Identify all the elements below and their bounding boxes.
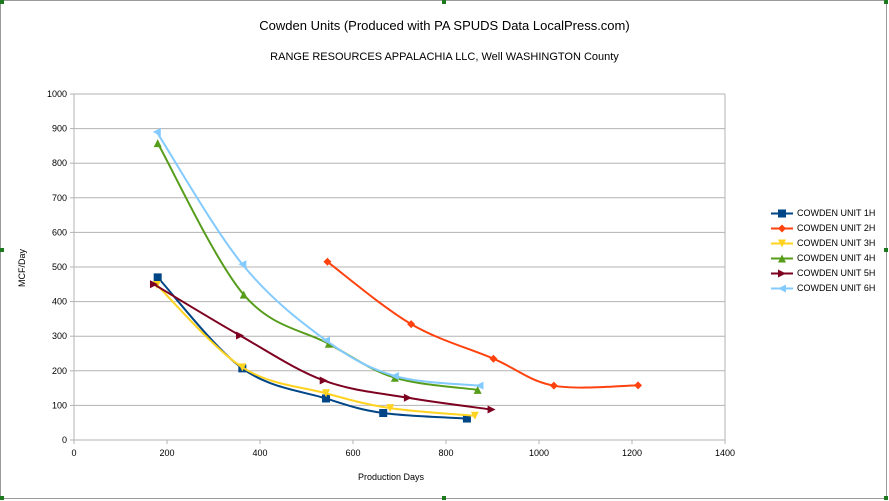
x-axis-label: Production Days [357, 472, 425, 482]
legend-swatch [771, 254, 793, 263]
legend-item: COWDEN UNIT 6H [770, 281, 875, 296]
legend-swatch [771, 239, 793, 248]
legend-swatch [771, 269, 793, 278]
data-point [153, 139, 162, 148]
data-point [238, 363, 247, 372]
x-tick-label: 1200 [622, 448, 642, 458]
legend-label: COWDEN UNIT 2H [797, 223, 876, 233]
selection-handle-bottom-left[interactable] [0, 496, 4, 500]
y-tick-label: 100 [52, 400, 67, 410]
data-point [149, 280, 158, 289]
data-point [778, 254, 786, 263]
legend-label: COWDEN UNIT 1H [797, 208, 876, 218]
legend-label: COWDEN UNIT 3H [797, 238, 876, 248]
data-point [323, 257, 332, 266]
y-tick-label: 400 [52, 297, 67, 307]
data-point [322, 394, 331, 403]
selection-handle-bottom-right[interactable] [884, 496, 888, 500]
data-point [236, 331, 245, 340]
data-point [634, 381, 643, 390]
x-tick-label: 400 [252, 448, 267, 458]
legend-swatch [771, 209, 793, 218]
series-line [155, 131, 480, 387]
data-point [390, 371, 399, 380]
y-tick-label: 0 [62, 435, 67, 445]
selection-handle-middle-right[interactable] [884, 248, 888, 252]
legend-label: COWDEN UNIT 4H [797, 253, 876, 263]
y-tick-label: 200 [52, 366, 67, 376]
selection-handle-bottom-center[interactable] [442, 496, 446, 500]
data-point [319, 376, 328, 385]
selection-handle-top-left[interactable] [0, 0, 4, 4]
data-point [153, 273, 162, 282]
data-point [322, 389, 331, 398]
x-tick-label: 600 [345, 448, 360, 458]
data-point [324, 339, 333, 348]
legend-swatch [771, 224, 793, 233]
legend-label: COWDEN UNIT 6H [797, 283, 876, 293]
data-point [238, 260, 247, 269]
data-point [322, 336, 331, 345]
legend-label: COWDEN UNIT 5H [797, 268, 876, 278]
legend-item: COWDEN UNIT 3H [770, 236, 875, 251]
legend-item: COWDEN UNIT 1H [770, 206, 875, 221]
x-tick-label: 1400 [715, 448, 735, 458]
x-tick-label: 800 [438, 448, 453, 458]
data-point [470, 411, 479, 420]
legend-swatch [771, 284, 793, 293]
y-tick-label: 1000 [47, 89, 67, 99]
data-point [778, 284, 786, 293]
data-point [778, 209, 786, 218]
data-point [549, 381, 558, 390]
series-line [156, 142, 478, 391]
x-tick-label: 200 [159, 448, 174, 458]
chart-subtitle: RANGE RESOURCES APPALACHIA LLC, Well WAS… [270, 51, 619, 63]
data-point [778, 269, 786, 278]
y-tick-label: 300 [52, 331, 67, 341]
data-point [462, 414, 471, 423]
chart-title: Cowden Units (Produced with PA SPUDS Dat… [259, 18, 630, 33]
data-point [778, 224, 786, 233]
y-tick-label: 700 [52, 193, 67, 203]
data-point [379, 409, 388, 418]
selection-handle-middle-left[interactable] [0, 248, 4, 252]
y-tick-label: 900 [52, 124, 67, 134]
data-point [473, 385, 482, 394]
data-point [239, 290, 248, 299]
data-point [386, 404, 395, 413]
selection-handle-top-right[interactable] [884, 0, 888, 4]
data-point [489, 354, 498, 363]
legend: COWDEN UNIT 1H COWDEN UNIT 2H COWDEN UNIT … [770, 206, 875, 296]
legend-item: COWDEN UNIT 4H [770, 251, 875, 266]
y-tick-label: 500 [52, 262, 67, 272]
legend-item: COWDEN UNIT 5H [770, 266, 875, 281]
data-point [778, 239, 786, 248]
data-point [403, 393, 412, 402]
data-point [487, 405, 496, 414]
x-tick-label: 0 [71, 448, 76, 458]
selection-handle-top-center[interactable] [442, 0, 446, 4]
x-tick-label: 1000 [529, 448, 549, 458]
data-point [152, 128, 161, 137]
data-point [475, 381, 484, 390]
y-tick-label: 800 [52, 158, 67, 168]
legend-item: COWDEN UNIT 2H [770, 221, 875, 236]
series-line [156, 276, 467, 420]
y-tick-label: 600 [52, 227, 67, 237]
data-point [407, 320, 416, 329]
